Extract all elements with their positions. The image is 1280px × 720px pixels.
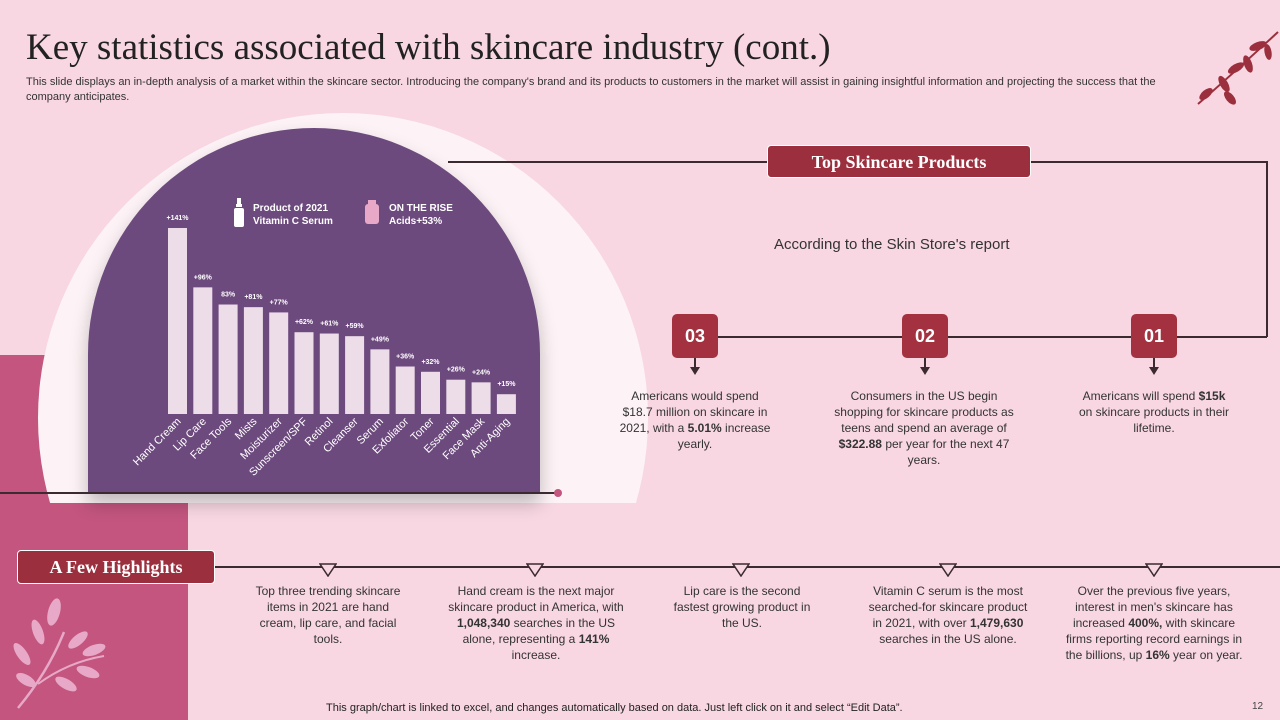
bar-serum — [370, 349, 390, 414]
step-01-text: Americans will spend $15k on skincare pr… — [1078, 389, 1230, 435]
bar-hand-cream — [168, 228, 187, 414]
bar-value-label: +59% — [346, 323, 365, 330]
bar-moisturizer — [269, 312, 289, 414]
highlight-5-marker-icon — [1145, 563, 1163, 577]
step-02-arrow-icon — [920, 367, 930, 375]
step-03-number: 03 — [672, 314, 718, 358]
highlight-3-marker-icon — [732, 563, 750, 577]
serum-bottle-icon — [234, 198, 244, 227]
bar-value-label: +15% — [497, 381, 516, 388]
highlights-badge: A Few Highlights — [17, 550, 215, 584]
highlight-3-text: Lip care is the second fastest growing p… — [673, 584, 811, 630]
step-02-number: 02 — [902, 314, 948, 358]
bar-essential — [446, 379, 466, 414]
footer-note: This graph/chart is linked to excel, and… — [326, 702, 903, 714]
step-02-text: Consumers in the US begin shopping for s… — [834, 389, 1014, 467]
legend-product-label: Product of 2021 — [253, 203, 329, 214]
highlight-2-text: Hand cream is the next major skincare pr… — [448, 584, 624, 662]
bar-face-mask — [471, 382, 491, 414]
flower-decoration-icon — [13, 598, 106, 709]
chart-baseline — [0, 492, 558, 494]
bar-value-label: +24% — [472, 369, 491, 376]
bar-value-label: +77% — [270, 299, 289, 306]
highlight-4-marker-icon — [939, 563, 957, 577]
bar-face-tools — [218, 304, 238, 414]
bar-value-label: +36% — [396, 354, 415, 361]
highlight-1-marker-icon — [319, 563, 337, 577]
bar-toner — [421, 371, 440, 414]
highlight-1-text: Top three trending skincare items in 202… — [255, 584, 401, 646]
bar-value-label: 83% — [221, 292, 236, 299]
legend-rise-label: ON THE RISE — [389, 203, 453, 214]
bar-value-label: +96% — [194, 274, 213, 281]
step-01-stem — [1153, 358, 1155, 368]
bar-exfoliator — [395, 366, 415, 414]
right-connector-line — [1266, 161, 1268, 337]
bar-value-label: +62% — [295, 319, 314, 326]
legend-product-value: Vitamin C Serum — [253, 216, 333, 227]
slide-subtitle: This slide displays an in-depth analysis… — [26, 76, 1156, 103]
bar-lip-care — [193, 287, 213, 414]
bar-value-label: +49% — [371, 336, 390, 343]
bar-value-label: +26% — [447, 367, 466, 374]
bar-value-label: +141% — [167, 215, 190, 222]
bar-mists — [243, 307, 263, 414]
page-number: 12 — [1252, 701, 1264, 712]
chart-panel — [88, 128, 540, 493]
legend-rise-value: Acids+53% — [389, 216, 443, 227]
legend-product: Product of 2021 Vitamin C Serum — [234, 198, 333, 228]
step-01-arrow-icon — [1149, 367, 1159, 375]
highlight-2-marker-icon — [526, 563, 544, 577]
highlight-5-text: Over the previous five years, interest i… — [1065, 584, 1243, 662]
bar-retinol — [319, 333, 339, 414]
top-products-badge: Top Skincare Products — [767, 145, 1031, 178]
jar-icon — [365, 200, 379, 224]
line-end-dot — [554, 489, 562, 497]
bar-anti-aging — [496, 394, 516, 414]
bar-cleanser — [345, 336, 365, 414]
step-03-text: Americans would spend $18.7 million on s… — [619, 389, 771, 451]
source-note: According to the Skin Store's report — [774, 236, 1010, 253]
step-01-number: 01 — [1131, 314, 1177, 358]
step-02-stem — [924, 358, 926, 368]
bar-sunscreen-spf — [294, 332, 314, 414]
slide-title: Key statistics associated with skincare … — [26, 27, 831, 68]
bar-value-label: +32% — [421, 359, 440, 366]
timeline-line — [694, 336, 1267, 338]
branch-decoration-icon — [1197, 31, 1279, 105]
bar-value-label: +81% — [244, 294, 263, 301]
step-03-arrow-icon — [690, 367, 700, 375]
legend-rise: ON THE RISE Acids+53% — [365, 200, 453, 228]
bar-value-label: +61% — [320, 321, 339, 328]
step-03-stem — [694, 358, 696, 368]
highlight-4-text: Vitamin C serum is the most searched-for… — [868, 584, 1028, 646]
